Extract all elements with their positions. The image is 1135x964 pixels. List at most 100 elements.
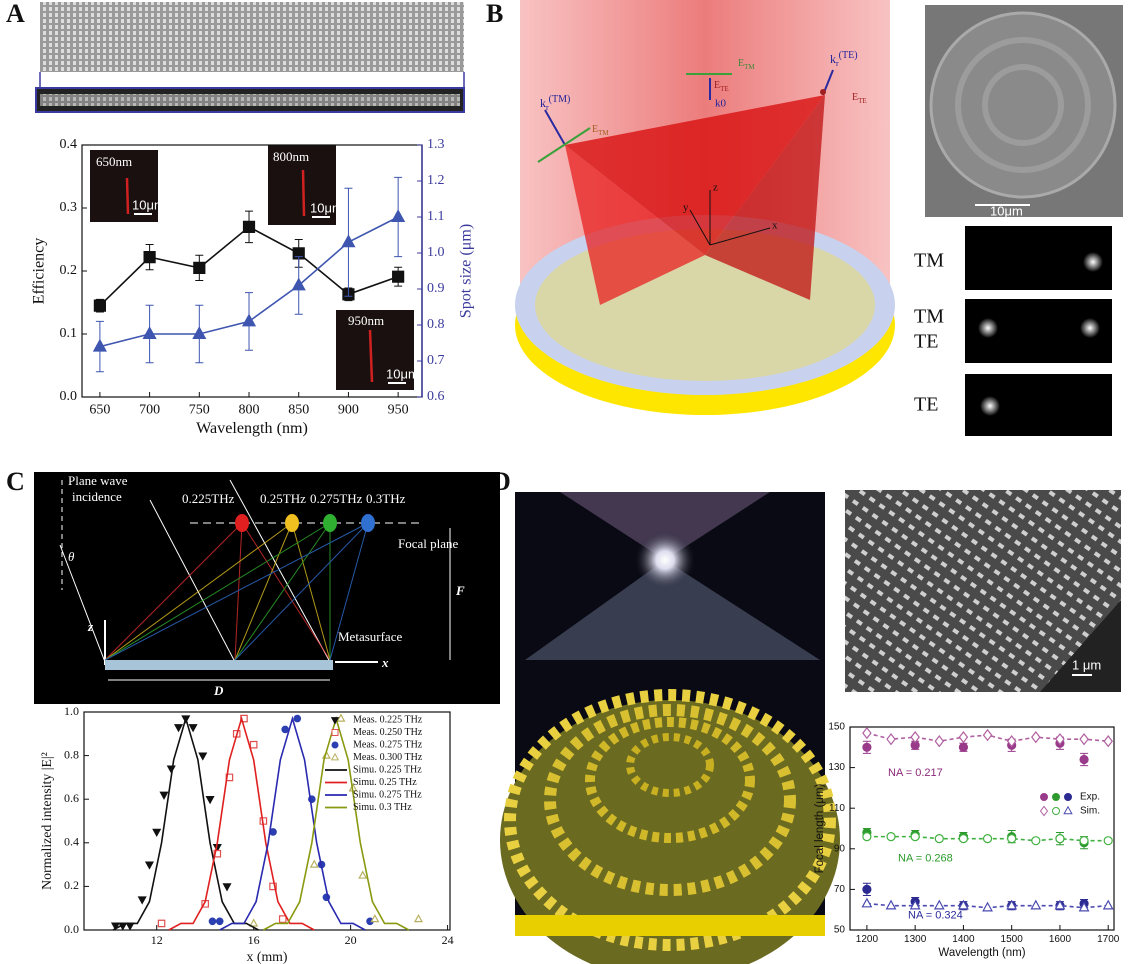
data-point: [1078, 901, 1090, 912]
y2-tick-label: 1.0: [427, 245, 445, 260]
incidence-label: incidence: [72, 489, 122, 504]
series-line: [112, 715, 259, 931]
legend-marker: [1052, 807, 1061, 815]
y-axis-label: Efficiency: [31, 238, 48, 305]
y-tick-label: 0.0: [64, 922, 79, 936]
inset-800: 800nm 10μm: [268, 145, 343, 225]
data-point: [92, 338, 107, 352]
data-point: [281, 725, 289, 734]
annotation: NA = 0.268: [898, 852, 953, 864]
x-tick-label: 20: [345, 933, 357, 947]
data-point: [1006, 735, 1017, 748]
axis-label: y: [683, 202, 689, 214]
data-point: [910, 740, 920, 750]
theta-label: θ: [68, 549, 75, 564]
mode-label: TM: [914, 250, 944, 272]
data-point: [93, 299, 106, 312]
data-point: [862, 832, 872, 842]
y-tick-label: 90: [834, 843, 846, 854]
inset-label: 650nm: [96, 154, 132, 169]
e-label: ETE: [852, 92, 867, 104]
data-point: [958, 730, 969, 744]
mode-label: TE: [914, 331, 938, 353]
data-point: [358, 870, 368, 879]
data-point: [862, 742, 872, 752]
data-point: [886, 732, 896, 746]
frequency-label: 0.3THz: [366, 491, 406, 506]
x-tick-label: 650: [89, 403, 110, 418]
data-point: [933, 899, 945, 910]
series-line: [219, 715, 366, 931]
y-tick-label: 0.4: [64, 835, 79, 849]
y-tick-label: 130: [828, 762, 845, 773]
legend-label: Exp.: [1080, 792, 1100, 803]
data-point: [391, 209, 406, 222]
data-point: [885, 899, 897, 910]
legend-label: Meas. 0.225 THz: [353, 714, 423, 725]
k-label: kr(TE): [830, 50, 858, 68]
y-tick-label: 0.4: [60, 137, 78, 152]
legend-marker: [1040, 793, 1049, 801]
y-tick-label: 0.1: [60, 326, 78, 341]
frequency-label: 0.275THz: [310, 491, 363, 506]
axis-label: z: [87, 619, 94, 634]
x-tick-label: 1400: [952, 934, 975, 945]
data-point: [1030, 899, 1042, 910]
y-tick-label: 1.0: [64, 704, 79, 718]
scale-bar: 10μm: [310, 200, 343, 215]
data-point: [143, 251, 156, 264]
metalens-render: [500, 492, 840, 964]
data-point: [958, 834, 969, 844]
legend-marker: [331, 741, 339, 749]
e-label: ETE: [714, 80, 729, 92]
x-tick-label: 850: [288, 403, 309, 418]
data-point: [293, 714, 302, 723]
plot-frame: [849, 726, 1115, 931]
data-point: [110, 922, 121, 931]
x-tick-label: 700: [139, 403, 160, 418]
y2-tick-label: 1.3: [427, 137, 445, 152]
x-tick-label: 1200: [856, 934, 879, 945]
x-axis-label: x (mm): [247, 949, 288, 964]
data-point: [1079, 754, 1089, 765]
data-point: [1006, 899, 1018, 910]
y2-tick-label: 1.2: [427, 173, 445, 188]
data-point: [982, 728, 993, 742]
data-point: [242, 220, 256, 233]
series-line: [168, 715, 315, 931]
legend-label: Meas. 0.250 THz: [353, 727, 423, 738]
data-point: [157, 919, 166, 928]
data-point: [934, 735, 945, 748]
data-point: [192, 326, 207, 339]
x-tick-label: 1300: [904, 934, 927, 945]
x-tick-label: 900: [338, 403, 359, 418]
data-point: [909, 899, 921, 910]
scale-bar: 10μm: [990, 203, 1023, 218]
data-point: [392, 270, 405, 283]
data-point: [1054, 899, 1066, 910]
data-point: [1103, 836, 1113, 846]
terahertz-diagram: [34, 472, 500, 704]
data-point: [934, 834, 944, 844]
sem-lens: 10μm: [925, 5, 1123, 218]
y2-tick-label: 0.8: [427, 317, 445, 332]
data-point: [309, 859, 319, 868]
axis-label: x: [772, 220, 778, 232]
legend-label: Simu. 0.25 THz: [353, 777, 417, 788]
x-tick-label: 24: [442, 933, 454, 947]
y-tick-label: 0.2: [64, 878, 79, 892]
data-point: [137, 896, 147, 905]
legend-label: Meas. 0.300 THz: [353, 752, 423, 763]
data-point: [222, 883, 232, 892]
k-label: kr(TM): [540, 94, 570, 112]
e-label: ETM: [592, 124, 609, 136]
legend-marker: [330, 752, 340, 761]
y-tick-label: 0.6: [64, 791, 79, 805]
data-point: [1079, 836, 1089, 846]
data-point: [1079, 732, 1089, 746]
data-point: [198, 752, 208, 761]
y-tick-label: 110: [829, 803, 845, 814]
data-point: [142, 326, 157, 339]
data-point: [144, 861, 154, 870]
data-point: [278, 915, 287, 923]
